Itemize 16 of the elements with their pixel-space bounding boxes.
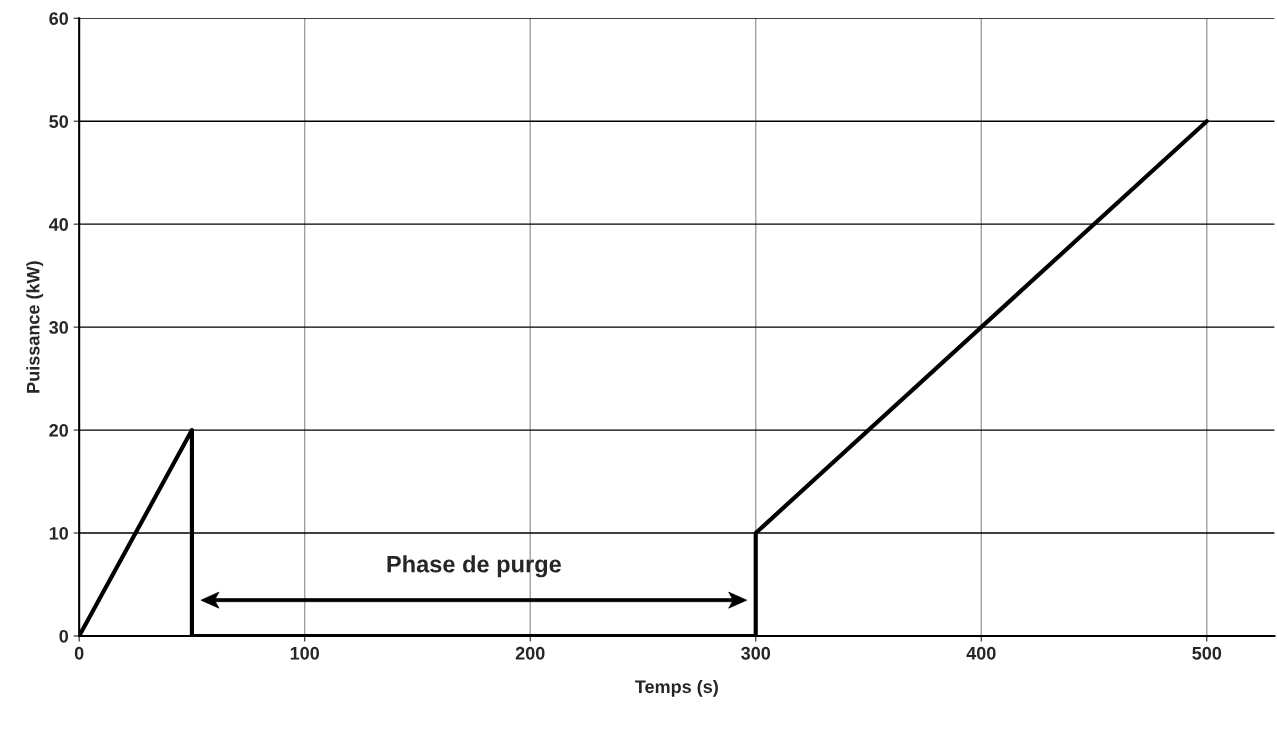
y-tick-label: 50 — [49, 115, 69, 128]
x-axis-title: Temps (s) — [635, 679, 718, 697]
y-axis-title: Puissance (kW) — [26, 261, 44, 393]
x-tick-label: 300 — [741, 646, 771, 660]
x-tick-label: 100 — [290, 646, 320, 660]
x-tick-label: 500 — [1192, 646, 1222, 660]
annotation: Phase de purge — [387, 555, 561, 578]
x-tick-label: 0 — [74, 646, 84, 660]
y-tick-label: 20 — [49, 424, 69, 437]
x-tick-label: 200 — [515, 646, 545, 660]
y-tick-label: 0 — [59, 629, 69, 643]
y-tick-label: 10 — [49, 526, 69, 540]
y-tick-label: 40 — [48, 218, 69, 231]
x-tick-label: 400 — [966, 646, 996, 660]
y-tick-label: 60 — [49, 12, 69, 25]
y-tick-label: 30 — [49, 321, 69, 334]
